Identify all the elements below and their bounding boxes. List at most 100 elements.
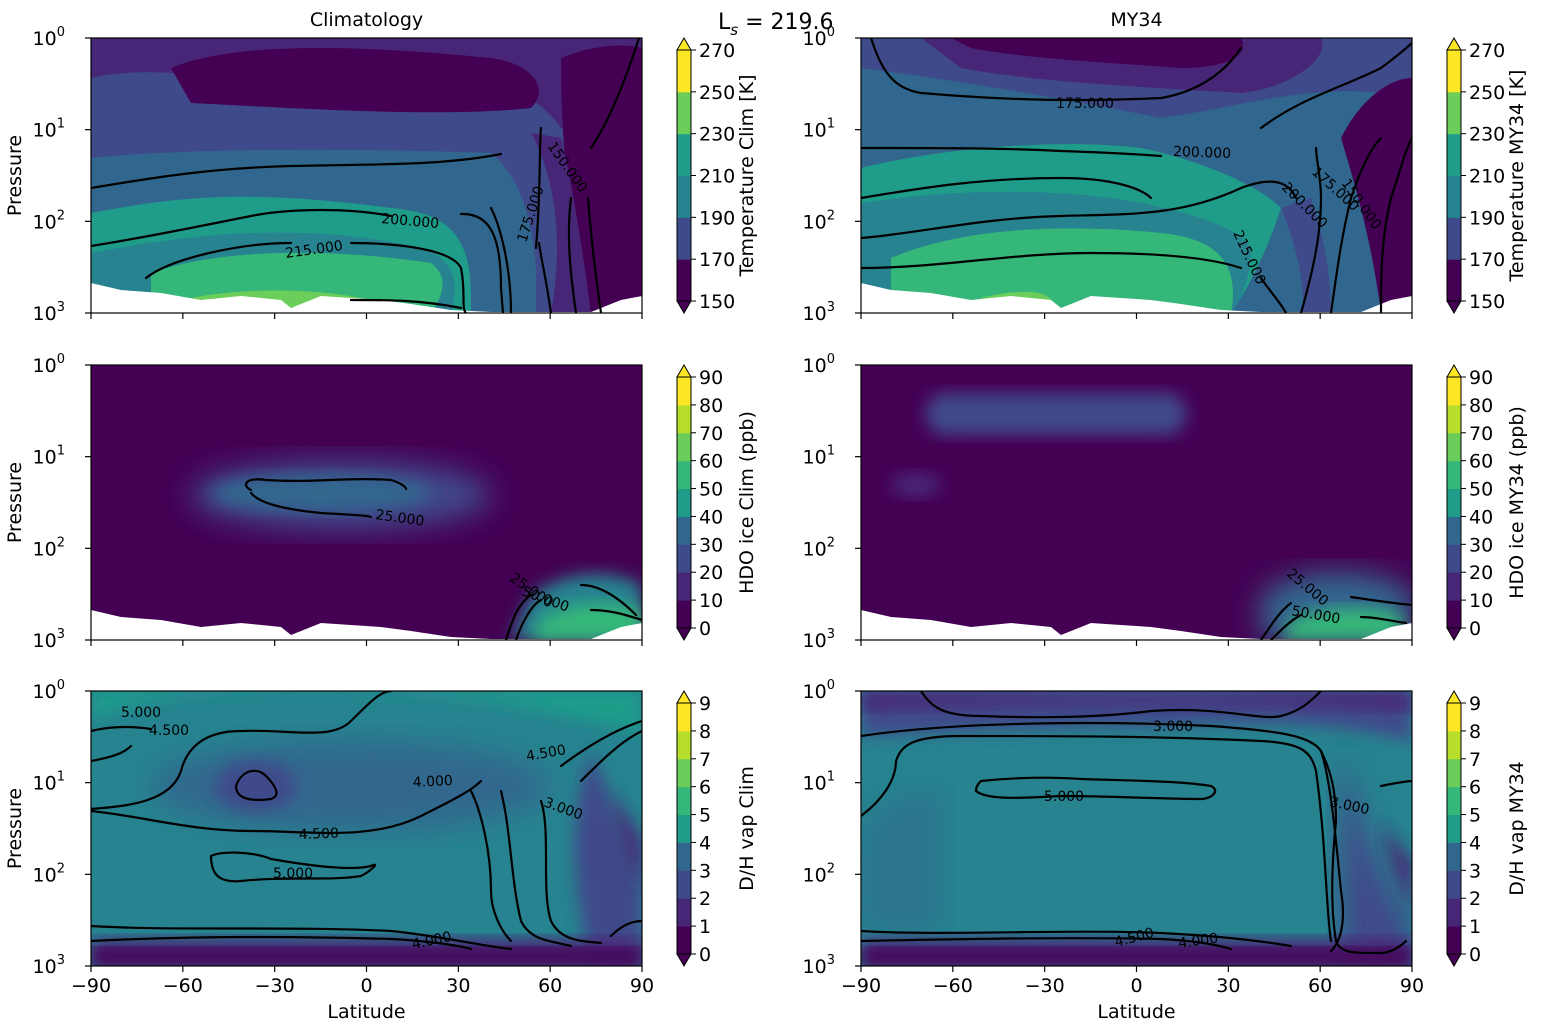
colorbar-extend-min (676, 300, 692, 314)
colorbar-tick-label: 40 (1469, 506, 1493, 528)
y-tick-exp: 0 (57, 678, 65, 693)
contour-label: 200.000 (1173, 144, 1231, 162)
x-tick-label: 60 (538, 975, 562, 997)
colorbar-tick-label: 3 (699, 860, 711, 882)
colorbar-tick-label: 70 (699, 423, 723, 445)
colorbar-band (1447, 259, 1461, 302)
y-tick-label: 100 (803, 678, 835, 703)
x-tick-label: 30 (1216, 975, 1240, 997)
contour-line (861, 734, 1333, 943)
colorbar-band (677, 460, 691, 490)
contour-line (974, 776, 1217, 801)
contour-label: 4.000 (412, 773, 453, 791)
colorbar-extend-max (1446, 690, 1462, 704)
colorbar-band (677, 217, 691, 260)
contour-label: 25.000 (374, 507, 425, 530)
colorbar-tick-label: 20 (1469, 562, 1493, 584)
y-tick-exp: 1 (827, 117, 835, 132)
x-tick-label: −90 (841, 975, 881, 997)
colorbar-band (1447, 842, 1461, 871)
contour-line (861, 146, 1163, 158)
colorbar-extend-min (676, 953, 692, 967)
y-tick-exp: 2 (57, 208, 65, 223)
y-axis-label: Pressure (4, 788, 26, 869)
panel-dh-vap-my34: 3.000 5.000 3.000 4.500 4.000 (860, 690, 1413, 967)
colorbar-band (1447, 460, 1461, 490)
colorbar-label: Temperature MY34 [K] (1506, 70, 1528, 283)
contour-line (534, 126, 543, 250)
y-tick-exp: 0 (827, 25, 835, 40)
panel-hdo-ice-my34: 25.000 50.000 (860, 364, 1413, 641)
colorbar-tick-label: 50 (699, 479, 723, 501)
y-tick-exp: 3 (57, 627, 65, 642)
colorbar-frame (676, 702, 692, 955)
y-tick-base: 10 (803, 120, 827, 142)
y-tick-base: 10 (803, 303, 827, 325)
panel-hdo-ice-clim: 25.000 25.000 50.000 (90, 364, 643, 641)
colorbar: 0 10 20 30 40 50 60 70 80 90 HDO ice Clim (ppb) (676, 364, 758, 641)
y-tick-exp: 0 (827, 352, 835, 367)
colorbar-label: D/H vap MY34 (1506, 761, 1528, 896)
colorbar-tick-label: 0 (1469, 618, 1481, 640)
y-tick-label: 101 (803, 770, 835, 795)
colorbar-band (1447, 516, 1461, 545)
colorbar-band (1447, 600, 1461, 629)
contour-line (91, 935, 473, 951)
colorbar-band (677, 786, 691, 816)
y-tick-label: 103 (803, 953, 835, 978)
y-tick-label: 102 (33, 208, 65, 233)
y-tick-exp: 1 (827, 770, 835, 785)
y-axis-label: Pressure (4, 462, 26, 543)
contour-line (861, 251, 1243, 270)
colorbar-extend-min (676, 627, 692, 641)
y-tick-exp: 3 (827, 300, 835, 315)
colorbar-tick-label: 9 (1469, 693, 1481, 715)
colorbar-tick-label: 210 (699, 166, 735, 188)
y-axis-label: Pressure (4, 135, 26, 216)
colorbar-tick-label: 0 (699, 944, 711, 966)
colorbar-band (677, 730, 691, 760)
y-tick-base: 10 (33, 681, 57, 703)
y-tick-exp: 1 (57, 770, 65, 785)
y-tick-base: 10 (803, 28, 827, 50)
y-tick-base: 10 (803, 681, 827, 703)
y-tick-label: 101 (33, 444, 65, 469)
colorbar-band (1447, 758, 1461, 788)
colorbar-band (1447, 432, 1461, 462)
colorbar-tick-label: 40 (699, 506, 723, 528)
contour-line (861, 929, 1293, 948)
x-tick-label: 90 (630, 975, 654, 997)
x-tick-label: −60 (933, 975, 973, 997)
colorbar-band (1447, 544, 1461, 573)
contour-line (609, 919, 642, 938)
x-tick-label: 0 (360, 975, 372, 997)
y-tick-exp: 2 (827, 208, 835, 223)
contour-line (586, 196, 603, 313)
y-tick-label: 102 (33, 861, 65, 886)
colorbar-tick-label: 60 (699, 451, 723, 473)
colorbar-tick-label: 250 (1469, 82, 1505, 104)
y-tick-exp: 3 (57, 953, 65, 968)
contour-line (1299, 146, 1323, 313)
x-axis-label: Latitude (1097, 1001, 1175, 1023)
contour-line (91, 691, 393, 811)
colorbar-tick-label: 2 (1469, 888, 1481, 910)
colorbar-tick-label: 150 (699, 291, 735, 313)
colorbar-extend-min (1446, 627, 1462, 641)
contour-line (559, 719, 642, 768)
colorbar-band (677, 926, 691, 955)
panel-temperature-clim: 200.000 215.000 175.000 150.000 (90, 37, 643, 314)
y-tick-label: 101 (33, 117, 65, 142)
colorbar-label: HDO ice MY34 (ppb) (1506, 406, 1528, 599)
colorbar-tick-label: 80 (699, 395, 723, 417)
contour-line (249, 491, 373, 519)
x-tick-label: −90 (71, 975, 111, 997)
colorbar: 0 10 20 30 40 50 60 70 80 90 HDO ice MY34 (ppb) (1446, 364, 1528, 641)
colorbar-band (1447, 175, 1461, 218)
colorbar-extend-max (676, 37, 692, 51)
colorbar-band (1447, 50, 1461, 93)
y-tick-exp: 3 (827, 627, 835, 642)
y-tick-exp: 2 (827, 535, 835, 550)
